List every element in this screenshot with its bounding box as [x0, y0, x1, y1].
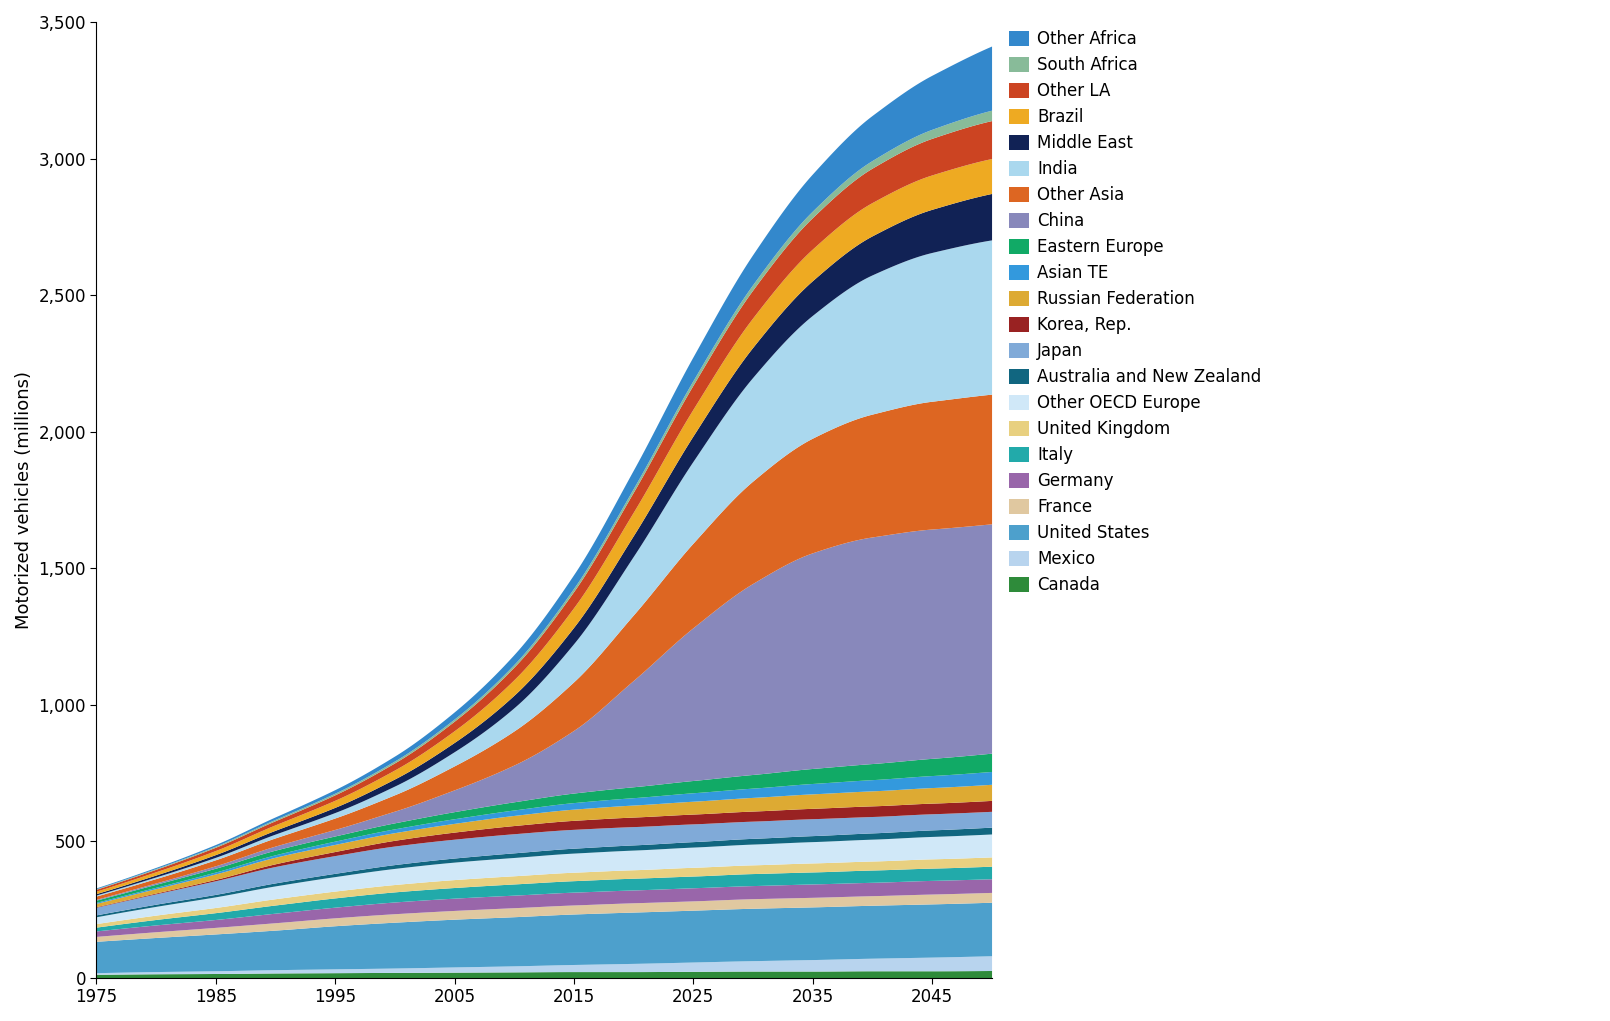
Y-axis label: Motorized vehicles (millions): Motorized vehicles (millions)	[14, 371, 32, 629]
Legend: Other Africa, South Africa, Other LA, Brazil, Middle East, India, Other Asia, Ch: Other Africa, South Africa, Other LA, Br…	[1009, 31, 1261, 594]
